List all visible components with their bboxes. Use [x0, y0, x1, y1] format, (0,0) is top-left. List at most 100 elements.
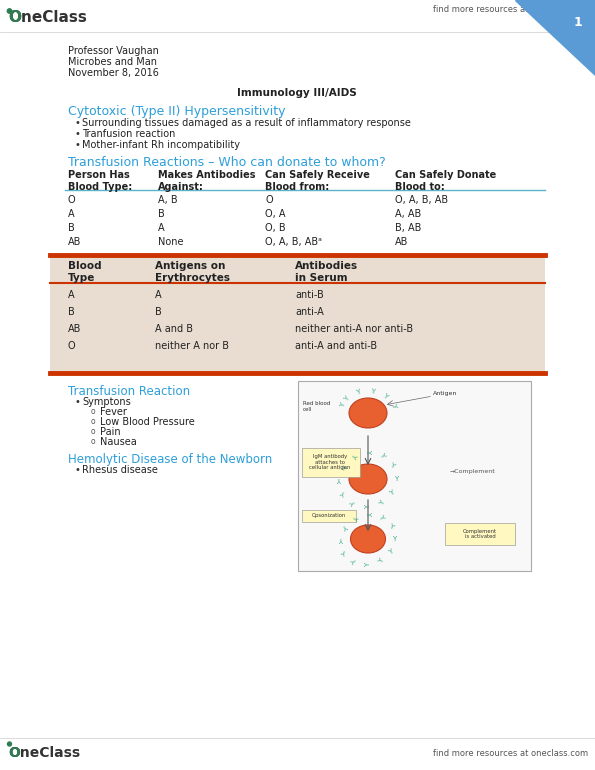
Text: Makes Antibodies
Against:: Makes Antibodies Against:: [158, 170, 255, 192]
Text: O: O: [265, 195, 273, 205]
Text: Opsonization: Opsonization: [312, 514, 346, 518]
Text: AB: AB: [68, 324, 82, 334]
Text: Y: Y: [340, 536, 344, 542]
Text: Low Blood Pressure: Low Blood Pressure: [100, 417, 195, 427]
Circle shape: [8, 742, 11, 746]
Text: Mother-infant Rh incompatibility: Mother-infant Rh incompatibility: [82, 140, 240, 150]
Text: A: A: [158, 223, 165, 233]
Text: Y: Y: [351, 513, 359, 520]
Text: Y: Y: [365, 563, 371, 567]
Text: Cytotoxic (Type II) Hypersensitivity: Cytotoxic (Type II) Hypersensitivity: [68, 105, 286, 118]
Text: Y: Y: [350, 500, 358, 507]
Text: Red blood
cell: Red blood cell: [303, 401, 330, 412]
Text: neither A nor B: neither A nor B: [155, 341, 229, 351]
Text: Person Has
Blood Type:: Person Has Blood Type:: [68, 170, 132, 192]
FancyBboxPatch shape: [302, 510, 356, 522]
Text: Y: Y: [394, 476, 398, 482]
Text: A, AB: A, AB: [395, 209, 421, 219]
Text: anti-A and anti-B: anti-A and anti-B: [295, 341, 377, 351]
Text: •: •: [74, 465, 80, 475]
Text: O, A: O, A: [265, 209, 286, 219]
Text: o: o: [91, 427, 96, 436]
Text: B: B: [158, 209, 165, 219]
Text: Transfusion Reaction: Transfusion Reaction: [68, 385, 190, 398]
FancyBboxPatch shape: [302, 447, 359, 477]
Text: O, B: O, B: [265, 223, 286, 233]
Ellipse shape: [350, 525, 386, 553]
Text: o: o: [91, 437, 96, 446]
Text: Antibodies
in Serum: Antibodies in Serum: [295, 261, 358, 283]
Text: O: O: [8, 746, 20, 760]
Text: A, B: A, B: [158, 195, 178, 205]
Text: Y: Y: [344, 395, 351, 403]
Text: Y: Y: [370, 388, 375, 395]
Text: Y: Y: [351, 558, 359, 565]
Text: Can Safely Receive
Blood from:: Can Safely Receive Blood from:: [265, 170, 370, 192]
Text: Y: Y: [365, 449, 371, 453]
FancyBboxPatch shape: [298, 381, 531, 571]
Text: Y: Y: [390, 403, 397, 409]
Text: A: A: [155, 290, 162, 300]
Text: Y: Y: [338, 476, 342, 482]
Text: Y: Y: [365, 511, 371, 515]
Text: Y: Y: [382, 393, 389, 400]
Text: Surrounding tissues damaged as a result of inflammatory response: Surrounding tissues damaged as a result …: [82, 118, 411, 128]
Text: Y: Y: [340, 461, 347, 469]
Text: B: B: [155, 307, 162, 317]
Text: OneClass: OneClass: [8, 746, 80, 760]
Text: Hemolytic Disease of the Newborn: Hemolytic Disease of the Newborn: [68, 453, 273, 466]
Text: Microbes and Man: Microbes and Man: [68, 57, 157, 67]
Text: O: O: [68, 341, 76, 351]
Text: Y: Y: [342, 548, 349, 556]
Text: anti-B: anti-B: [295, 290, 324, 300]
Text: Can Safely Donate
Blood to:: Can Safely Donate Blood to:: [395, 170, 496, 192]
Text: Y: Y: [389, 490, 396, 497]
Text: November 8, 2016: November 8, 2016: [68, 68, 159, 78]
Text: •: •: [74, 140, 80, 150]
Text: B: B: [68, 307, 75, 317]
FancyBboxPatch shape: [445, 523, 515, 545]
Text: AB: AB: [395, 237, 408, 247]
Text: find more resources at oneclass.com: find more resources at oneclass.com: [433, 5, 588, 15]
Text: Nausea: Nausea: [100, 437, 137, 447]
Text: Antigen: Antigen: [433, 391, 458, 396]
Text: Y: Y: [342, 522, 349, 530]
Text: Y: Y: [350, 451, 358, 458]
Text: neither anti-A nor anti-B: neither anti-A nor anti-B: [295, 324, 413, 334]
Polygon shape: [515, 0, 595, 75]
Text: A and B: A and B: [155, 324, 193, 334]
Text: A: A: [68, 209, 74, 219]
Text: O, A, B, ABᵃ: O, A, B, ABᵃ: [265, 237, 322, 247]
Text: o: o: [91, 407, 96, 416]
Text: Y: Y: [377, 558, 384, 565]
Text: None: None: [158, 237, 183, 247]
Text: Tranfusion reaction: Tranfusion reaction: [82, 129, 176, 139]
Text: anti-A: anti-A: [295, 307, 324, 317]
Text: Y: Y: [340, 490, 347, 497]
Text: B: B: [68, 223, 75, 233]
Text: Rhesus disease: Rhesus disease: [82, 465, 158, 475]
Ellipse shape: [349, 464, 387, 494]
Text: Y: Y: [387, 548, 394, 556]
Text: Fever: Fever: [100, 407, 127, 417]
Text: O, A, B, AB: O, A, B, AB: [395, 195, 448, 205]
Text: A: A: [68, 290, 74, 300]
Text: Immunology III/AIDS: Immunology III/AIDS: [237, 88, 357, 98]
Text: find more resources at oneclass.com: find more resources at oneclass.com: [433, 748, 588, 758]
Text: Professor Vaughan: Professor Vaughan: [68, 46, 159, 56]
Text: Y: Y: [387, 522, 394, 530]
Text: Pain: Pain: [100, 427, 121, 437]
Text: o: o: [91, 417, 96, 426]
Text: Antigens on
Erythrocytes: Antigens on Erythrocytes: [155, 261, 230, 283]
Text: B, AB: B, AB: [395, 223, 421, 233]
Text: Y: Y: [356, 389, 362, 396]
Text: Complement
is activated: Complement is activated: [463, 528, 497, 540]
Text: OneClass: OneClass: [8, 11, 87, 25]
Text: O: O: [8, 11, 21, 25]
Text: →Complement: →Complement: [450, 468, 496, 474]
Text: IgM antibody
attaches to
cellular antigen: IgM antibody attaches to cellular antige…: [309, 454, 350, 470]
Text: •: •: [74, 397, 80, 407]
Text: Y: Y: [389, 461, 396, 469]
Text: Y: Y: [378, 500, 386, 507]
Circle shape: [7, 8, 12, 13]
